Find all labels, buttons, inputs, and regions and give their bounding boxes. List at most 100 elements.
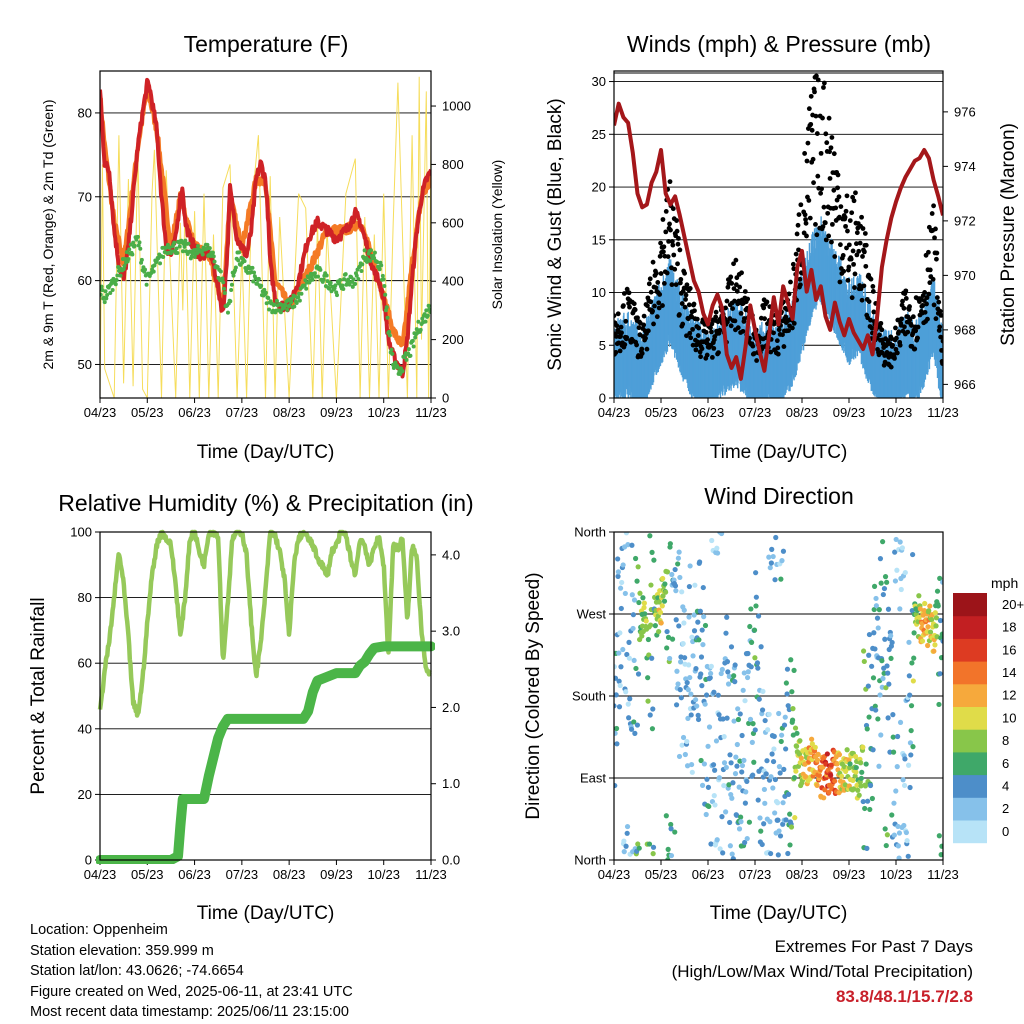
direction-point: [659, 603, 665, 609]
direction-point: [852, 753, 859, 760]
gust-point: [731, 261, 736, 267]
direction-point: [759, 841, 765, 848]
direction-point: [698, 654, 705, 660]
direction-point: [940, 579, 943, 585]
direction-point: [665, 857, 671, 860]
gust-point: [677, 312, 682, 317]
direction-point: [665, 846, 671, 852]
colorbar-label: 20+: [1002, 597, 1024, 612]
direction-point: [662, 581, 668, 587]
direction-point: [626, 715, 632, 721]
direction-point: [809, 741, 815, 747]
direction-point: [694, 703, 700, 709]
direction-point: [617, 630, 623, 636]
direction-point: [925, 642, 931, 649]
direction-point: [783, 680, 789, 686]
direction-point: [695, 716, 702, 723]
dewpoint-point: [289, 296, 294, 301]
y-tick-label: 60: [78, 273, 92, 288]
direction-point: [669, 636, 676, 642]
gust-point: [679, 301, 685, 306]
direction-point: [729, 795, 735, 801]
dewpoint-point: [118, 273, 123, 278]
direction-point: [715, 692, 721, 698]
direction-point: [660, 593, 666, 599]
direction-point: [711, 689, 717, 695]
direction-point: [735, 716, 742, 723]
gust-point: [627, 304, 632, 310]
gust-point: [734, 288, 740, 294]
direction-point: [891, 800, 897, 806]
direction-point: [663, 589, 669, 595]
gust-point: [859, 297, 865, 303]
direction-point: [899, 545, 905, 551]
gust-point: [687, 286, 693, 291]
colorbar-swatch: [953, 615, 987, 639]
gust-point: [657, 292, 663, 297]
direction-point: [875, 716, 881, 722]
direction-point: [718, 670, 724, 677]
colorbar-label: 6: [1002, 756, 1009, 771]
gust-point: [903, 296, 909, 301]
gust-point: [907, 304, 912, 309]
gust-point: [831, 151, 837, 157]
direction-point: [764, 758, 770, 764]
colorbar-label: 16: [1002, 642, 1016, 657]
gust-point: [894, 350, 900, 356]
direction-point: [708, 670, 714, 677]
gust-point: [848, 256, 854, 262]
direction-point: [656, 599, 662, 605]
gust-point: [783, 314, 789, 320]
gust-point: [836, 194, 842, 200]
gust-point: [863, 242, 869, 248]
direction-point: [872, 703, 878, 709]
gust-point: [933, 226, 938, 232]
gust-point: [626, 290, 632, 296]
dewpoint-point: [410, 338, 415, 343]
direction-point: [897, 719, 904, 726]
gust-point: [910, 314, 916, 320]
gust-point: [711, 345, 717, 351]
direction-point: [884, 579, 890, 585]
y-tick-label: 50: [78, 357, 92, 372]
gust-point: [810, 156, 816, 162]
direction-point: [774, 800, 781, 806]
direction-point: [702, 701, 708, 707]
direction-point: [716, 775, 722, 781]
direction-point: [688, 691, 694, 697]
station-location: Location: Oppenheim: [30, 922, 168, 938]
direction-point: [783, 817, 789, 823]
direction-point: [858, 760, 864, 766]
direction-point: [916, 593, 922, 599]
direction-point: [865, 798, 871, 804]
direction-point: [755, 665, 761, 671]
y2-tick-label: 400: [442, 274, 464, 289]
direction-point: [748, 664, 754, 670]
gust-point: [852, 271, 858, 277]
direction-point: [731, 718, 737, 724]
gust-point: [824, 140, 830, 146]
direction-point: [766, 711, 772, 717]
direction-point: [860, 744, 866, 750]
direction-point: [862, 783, 869, 789]
direction-point: [905, 853, 911, 859]
direction-point: [618, 605, 624, 612]
direction-point: [782, 714, 788, 720]
dewpoint-point: [144, 282, 149, 287]
direction-point: [761, 786, 768, 793]
direction-point: [677, 687, 683, 693]
direction-point: [719, 814, 725, 820]
panel-title: Relative Humidity (%) & Precipitation (i…: [58, 490, 473, 516]
series-total-precipitation: [96, 641, 435, 864]
dewpoint-point: [302, 283, 307, 288]
gust-point: [930, 276, 936, 282]
direction-point: [629, 542, 635, 548]
direction-point: [907, 692, 913, 698]
direction-point: [932, 642, 938, 648]
dewpoint-point: [229, 288, 234, 293]
direction-point: [697, 608, 703, 614]
gust-point: [821, 204, 827, 210]
direction-point: [936, 701, 942, 708]
gust-point: [645, 328, 651, 334]
direction-point: [784, 666, 791, 672]
